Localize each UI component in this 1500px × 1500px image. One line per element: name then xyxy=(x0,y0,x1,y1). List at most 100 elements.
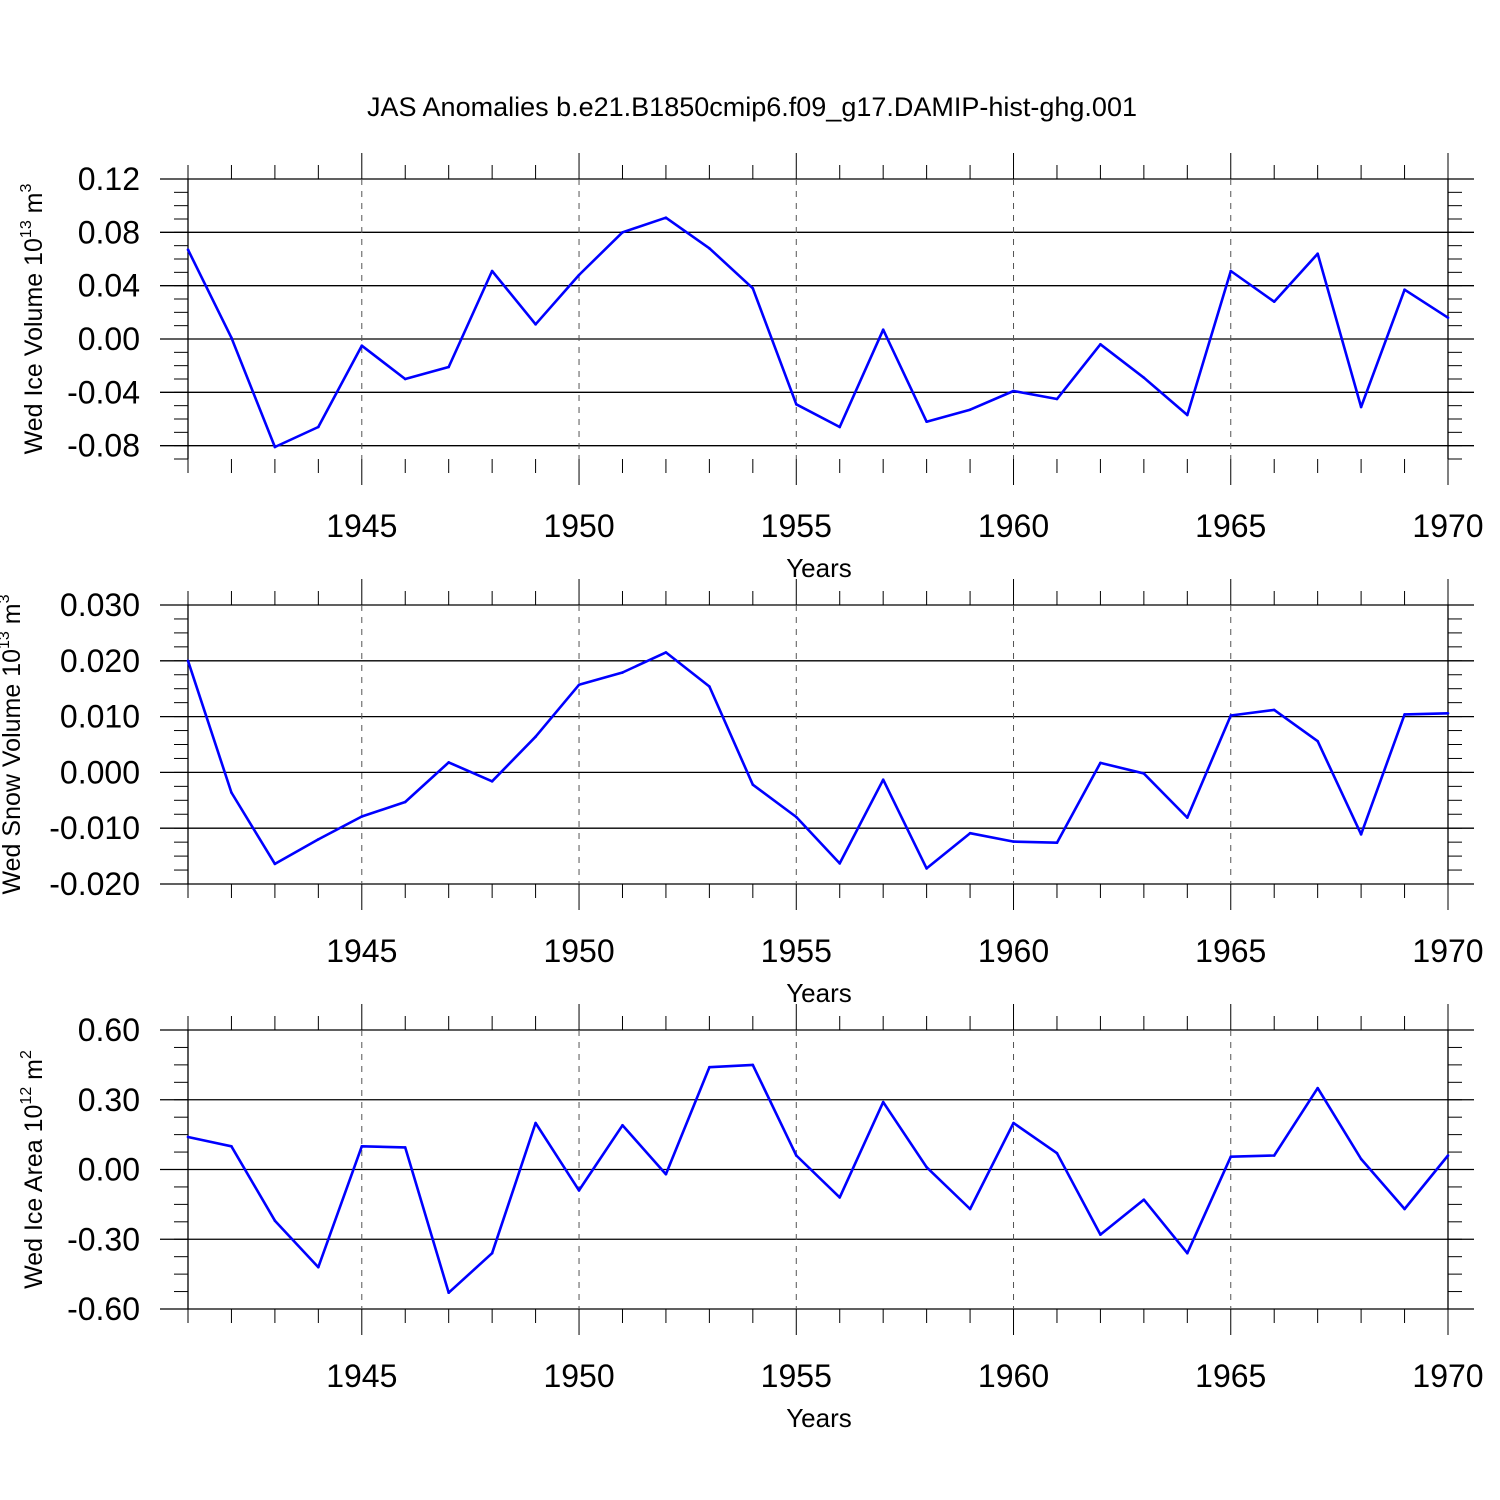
x-tick-label: 1965 xyxy=(1195,1358,1266,1394)
y-label-text: Wed Ice Volume 10 xyxy=(20,238,48,454)
x-tick-label: 1965 xyxy=(1195,508,1266,544)
x-tick-label: 1960 xyxy=(978,933,1049,969)
data-point xyxy=(230,791,233,794)
panel-snow-volume: 0.030 0.020 0.010 0.000 -0.010 -0.020 1945 1950… xyxy=(0,579,1484,1008)
data-point xyxy=(1012,1121,1015,1125)
y-tick-label: -0.08 xyxy=(67,428,140,464)
data-point xyxy=(1186,1251,1189,1255)
x-axis-label: Years xyxy=(786,553,852,583)
x-tick-label: 1950 xyxy=(543,933,614,969)
data-point xyxy=(838,425,842,429)
data-point xyxy=(621,671,624,674)
data-point xyxy=(838,862,842,865)
y-label-exponent: 12 xyxy=(18,1087,35,1105)
x-tick-label: 1970 xyxy=(1412,933,1483,969)
y-tick-label: -0.60 xyxy=(67,1291,140,1327)
x-tick-label: 1960 xyxy=(978,1358,1049,1394)
data-point xyxy=(447,761,450,764)
x-tick-label: 1955 xyxy=(761,1358,832,1394)
data-point xyxy=(881,778,885,781)
x-tick-label: 1955 xyxy=(761,508,832,544)
data-point xyxy=(186,659,190,663)
data-point xyxy=(360,344,364,347)
data-point xyxy=(925,1165,928,1169)
data-point xyxy=(577,683,581,687)
y-tick-label: 0.000 xyxy=(60,754,140,790)
x-tick-label: 1945 xyxy=(326,933,397,969)
data-point xyxy=(1316,252,1319,255)
data-point xyxy=(881,328,885,331)
data-point xyxy=(925,420,928,423)
y-tick-label: 0.60 xyxy=(78,1012,140,1048)
y-tick-label: -0.30 xyxy=(67,1221,140,1257)
data-point xyxy=(1012,389,1015,393)
data-point xyxy=(447,1291,450,1295)
data-point xyxy=(1229,269,1233,273)
y-label-unit: m xyxy=(0,603,26,631)
data-point xyxy=(186,248,190,251)
data-point xyxy=(751,287,755,290)
y-label-text: Wed Ice Area 10 xyxy=(20,1105,48,1289)
data-point xyxy=(534,1121,537,1125)
series-line xyxy=(187,1063,1450,1294)
y-tick-label: -0.020 xyxy=(49,866,140,902)
y-tick-label: -0.010 xyxy=(49,810,140,846)
data-point xyxy=(1012,840,1015,843)
x-tick-label: 1950 xyxy=(543,1358,614,1394)
data-point xyxy=(1229,1155,1233,1159)
x-tick-label: 1950 xyxy=(543,508,614,544)
data-point xyxy=(1316,739,1319,743)
y-tick-label: -0.04 xyxy=(67,374,140,410)
data-point xyxy=(317,1265,320,1269)
y-tick-label: 0.12 xyxy=(78,161,140,197)
x-tick-label: 1965 xyxy=(1195,933,1266,969)
data-point xyxy=(1403,1207,1406,1211)
data-point xyxy=(1055,397,1059,401)
y-axis-label: Wed Ice Volume 1013 m3 xyxy=(18,183,48,454)
data-point xyxy=(317,838,320,841)
data-point xyxy=(534,735,537,738)
data-point xyxy=(621,231,624,234)
x-tick-label: 1970 xyxy=(1412,508,1483,544)
data-point xyxy=(273,862,277,866)
data-point xyxy=(751,783,755,786)
data-point xyxy=(1403,713,1406,716)
data-point xyxy=(664,1172,668,1176)
data-point xyxy=(838,1196,842,1199)
data-point xyxy=(1446,1154,1450,1157)
data-point xyxy=(968,408,972,411)
x-tick-label: 1945 xyxy=(326,508,397,544)
y-tick-label: 0.00 xyxy=(78,1152,140,1188)
data-point xyxy=(751,1063,755,1067)
y-label-text: Wed Snow Volume 10 xyxy=(0,649,26,895)
data-point xyxy=(360,815,364,818)
y-label-unit-exponent: 3 xyxy=(18,183,35,192)
data-point xyxy=(1446,316,1450,319)
data-point xyxy=(1403,288,1406,291)
data-point xyxy=(1099,1233,1102,1236)
series-line xyxy=(186,216,1449,449)
data-point xyxy=(1099,761,1102,765)
data-point xyxy=(1099,343,1102,346)
figure-title: JAS Anomalies b.e21.B1850cmip6.f09_g17.D… xyxy=(367,92,1137,122)
data-point xyxy=(1142,772,1146,775)
data-point xyxy=(230,336,233,339)
y-tick-label: 0.00 xyxy=(78,321,140,357)
x-tick-label: 1970 xyxy=(1412,1358,1483,1394)
x-axis-label: Years xyxy=(786,1403,852,1433)
y-label-unit: m xyxy=(20,1059,48,1087)
y-axis-label: Wed Snow Volume 1013 m3 xyxy=(0,594,26,894)
data-point xyxy=(186,1135,190,1139)
x-axis-label: Years xyxy=(786,978,852,1008)
x-tick-label: 1960 xyxy=(978,508,1049,544)
data-point xyxy=(1359,1157,1363,1161)
series-line xyxy=(186,651,1449,870)
panel-ice-volume: 0.12 0.08 0.04 0.00 -0.04 -0.08 1945 1950 1955 19… xyxy=(18,153,1484,583)
data-point xyxy=(1272,300,1276,303)
data-point xyxy=(1272,708,1276,712)
y-tick-label: 0.020 xyxy=(60,643,140,679)
data-point xyxy=(925,867,928,870)
y-tick-label: 0.30 xyxy=(78,1082,140,1118)
data-point xyxy=(794,403,798,406)
